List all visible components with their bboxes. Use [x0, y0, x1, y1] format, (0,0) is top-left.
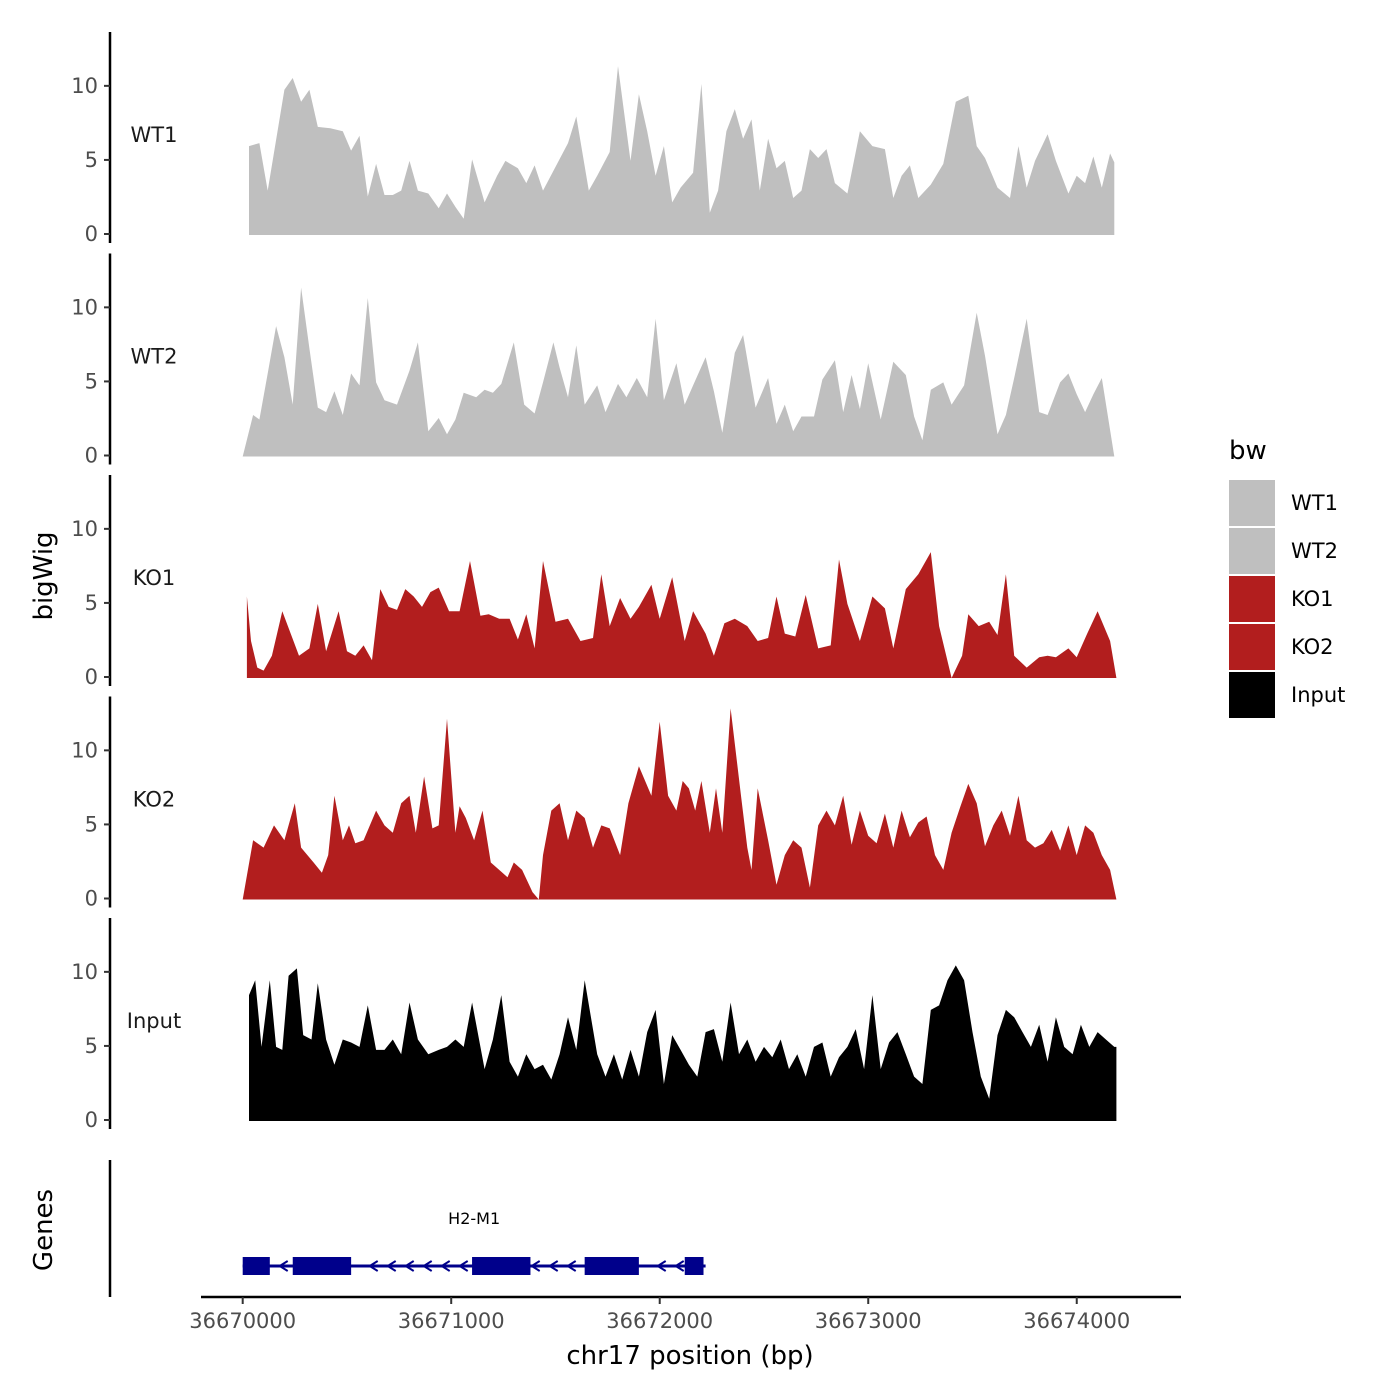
strand-arrow: [655, 1260, 667, 1272]
track-panel-wt2: 0 5 10 WT2: [71, 253, 1115, 468]
x-tick-label: 36671000: [398, 1309, 505, 1333]
strand-arrow: [403, 1260, 415, 1272]
track-panel-ko1: 0 5 10 KO1: [71, 475, 1117, 689]
y-axis-title: bigWig: [29, 531, 59, 620]
y-tick-label: 10: [71, 74, 98, 98]
strand-arrow: [547, 1260, 559, 1272]
track-panel-ko2: 0 5 10 KO2: [71, 696, 1117, 911]
x-tick-label: 36674000: [1023, 1309, 1130, 1333]
track-label: KO1: [133, 566, 176, 590]
legend-key-input: [1229, 672, 1275, 718]
y-tick-label: 10: [71, 738, 98, 762]
signal-panels: 0 5 10 WT1 0 5 10 WT2 0 5 10 KO1 0 5 10 KO2 0 5 10 Input: [71, 32, 1117, 1132]
track-panel-input: 0 5 10 Input: [71, 918, 1117, 1132]
strand-arrow: [421, 1260, 433, 1272]
legend-key-wt2: [1229, 528, 1275, 574]
track-label: Input: [127, 1009, 181, 1033]
y-tick-label: 5: [85, 1034, 98, 1058]
signal-area-wt2: [242, 287, 1115, 457]
y-tick-label: 10: [71, 295, 98, 319]
signal-area-ko2: [242, 708, 1117, 900]
legend-label-wt1: WT1: [1291, 491, 1338, 515]
y-tick-label: 10: [71, 517, 98, 541]
legend-title: bw: [1229, 436, 1267, 466]
track-label: WT2: [131, 345, 178, 369]
y-tick-label: 10: [71, 960, 98, 984]
strand-arrow: [529, 1260, 541, 1272]
gene-name-label: H2-M1: [448, 1209, 500, 1228]
signal-area-ko1: [246, 552, 1117, 678]
genes-track-title: Genes: [29, 1189, 59, 1271]
x-tick-label: 36670000: [189, 1309, 296, 1333]
gene-exon: [584, 1257, 639, 1275]
strand-arrow: [439, 1260, 451, 1272]
legend-label-input: Input: [1291, 683, 1345, 707]
legend-key-ko2: [1229, 624, 1275, 670]
signal-area-wt1: [249, 66, 1115, 235]
y-tick-label: 0: [85, 222, 98, 246]
y-tick-label: 5: [85, 148, 98, 172]
y-tick-label: 5: [85, 812, 98, 836]
strand-arrow: [367, 1260, 379, 1272]
y-tick-label: 0: [85, 1108, 98, 1132]
y-tick-label: 5: [85, 591, 98, 615]
signal-area-input: [249, 965, 1117, 1121]
strand-arrow: [673, 1260, 685, 1272]
legend-key-wt1: [1229, 480, 1275, 526]
legend-key-ko1: [1229, 576, 1275, 622]
legend-label-ko1: KO1: [1291, 587, 1334, 611]
x-tick-label: 36673000: [815, 1309, 922, 1333]
strand-arrow: [385, 1260, 397, 1272]
legend-label-ko2: KO2: [1291, 635, 1334, 659]
gene-exon: [292, 1257, 352, 1275]
track-panel-wt1: 0 5 10 WT1: [71, 32, 1115, 246]
strand-arrow: [457, 1260, 469, 1272]
track-label: WT1: [131, 123, 178, 147]
y-tick-label: 5: [85, 369, 98, 393]
strand-arrow: [565, 1260, 577, 1272]
gene-exon: [684, 1257, 704, 1275]
y-tick-label: 0: [85, 444, 98, 468]
x-axis: 36670000 36671000 36672000 36673000 36674000: [189, 1295, 1181, 1333]
track-label: KO2: [133, 788, 176, 812]
gene-exon: [472, 1257, 531, 1275]
gene-h2-m1: H2-M1: [242, 1209, 706, 1275]
legend-label-wt2: WT2: [1291, 539, 1338, 563]
x-axis-title: chr17 position (bp): [566, 1341, 813, 1371]
gene-track: H2-M1: [108, 1160, 706, 1297]
legend: bw WT1 WT2 KO1 KO2 Input: [1229, 436, 1345, 718]
strand-arrow: [277, 1260, 289, 1272]
y-tick-label: 0: [85, 665, 98, 689]
y-tick-label: 0: [85, 887, 98, 911]
gene-exon: [242, 1257, 270, 1275]
x-tick-label: 36672000: [606, 1309, 713, 1333]
